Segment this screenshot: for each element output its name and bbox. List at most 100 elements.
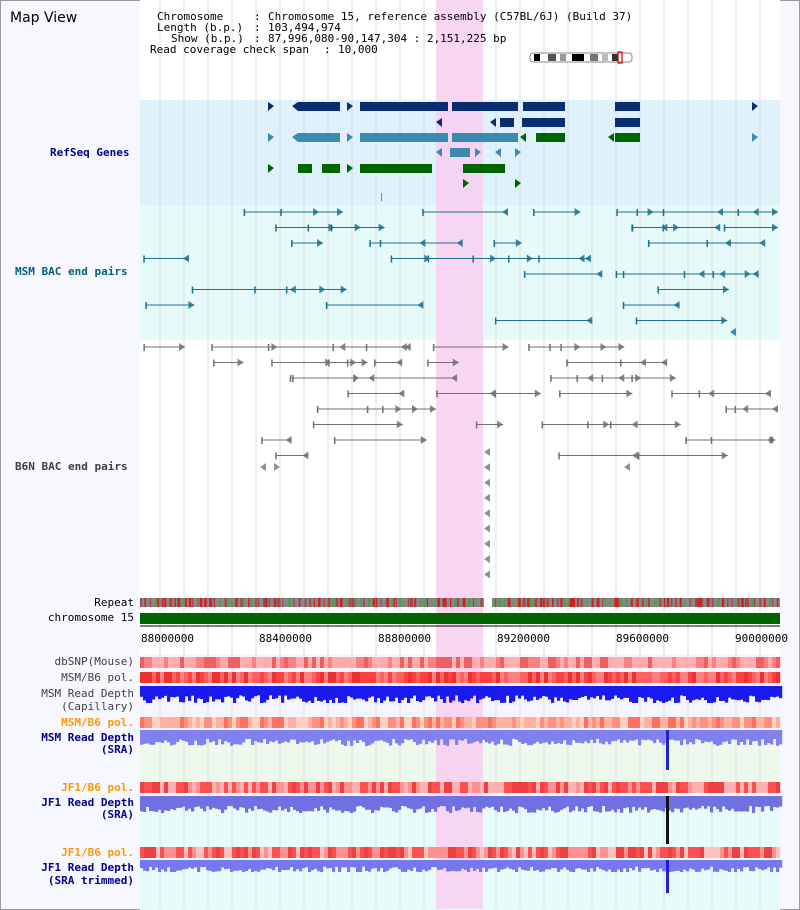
read-depth-tracks[interactable] <box>140 686 783 893</box>
snp-bin <box>148 847 153 858</box>
snp-bin <box>260 782 265 793</box>
depth-bin <box>365 730 369 746</box>
depth-bin <box>737 686 741 701</box>
snp-bin <box>168 782 173 793</box>
bac-end-arrow <box>420 436 427 444</box>
snp-bin <box>584 672 589 683</box>
depth-bin <box>692 796 696 808</box>
repeat-element <box>552 598 554 607</box>
depth-bin <box>194 796 198 808</box>
snp-density-tracks[interactable] <box>140 657 781 858</box>
depth-bin <box>251 686 255 699</box>
snp-bin <box>692 717 697 728</box>
snp-bin <box>724 657 729 668</box>
snp-bin <box>416 657 421 668</box>
bac-end-arrow <box>419 239 426 247</box>
depth-bin <box>341 686 345 703</box>
snp-bin <box>620 672 625 683</box>
label-msm-bac[interactable]: MSM BAC end pairs <box>15 265 128 278</box>
depth-bin <box>563 860 567 868</box>
depth-bin <box>302 730 306 743</box>
snp-bin <box>720 657 725 668</box>
bac-end <box>550 375 552 382</box>
snp-bin <box>724 782 729 793</box>
depth-bin <box>623 796 627 809</box>
depth-bin <box>149 860 153 867</box>
snp-bin <box>612 847 617 858</box>
repeat-element <box>367 598 371 607</box>
depth-bin <box>746 730 750 740</box>
gene-strand-arrow <box>490 118 496 127</box>
depth-bin <box>356 860 360 872</box>
depth-bin <box>620 796 624 813</box>
repeat-element <box>399 598 402 607</box>
depth-bin <box>521 730 525 744</box>
snp-bin <box>680 782 685 793</box>
depth-bin <box>464 686 468 701</box>
repeat-element <box>542 598 545 607</box>
snp-bin <box>348 717 353 728</box>
label-refseq-genes[interactable]: RefSeq Genes <box>50 146 129 159</box>
depth-bin <box>770 796 774 811</box>
snp-bin <box>604 672 609 683</box>
depth-bin <box>674 796 678 809</box>
depth-bin <box>626 686 630 698</box>
bac-end <box>213 359 215 367</box>
depth-bin <box>161 686 165 698</box>
snp-bin <box>296 847 301 858</box>
snp-bin <box>408 847 413 858</box>
snp-bin <box>156 847 161 858</box>
snp-bin <box>760 782 765 793</box>
depth-bin <box>668 860 672 872</box>
snp-bin <box>276 717 281 728</box>
snp-bin <box>140 657 145 668</box>
repeat-track[interactable] <box>140 598 780 607</box>
depth-bin <box>182 860 186 870</box>
snp-bin <box>140 782 145 793</box>
chromosome-ideogram[interactable] <box>529 51 633 64</box>
label-b6n-bac[interactable]: B6N BAC end pairs <box>15 460 128 473</box>
bac-end <box>647 240 650 247</box>
bac-end-arrow <box>674 420 681 429</box>
depth-bin <box>383 796 387 808</box>
depth-bin <box>284 860 288 870</box>
depth-bin <box>686 796 690 808</box>
repeat-element <box>188 598 192 607</box>
depth-bin <box>608 730 612 745</box>
snp-bin <box>720 717 725 728</box>
snp-bin <box>300 657 305 668</box>
snp-bin <box>440 672 445 683</box>
gene-strand-arrow <box>463 179 469 188</box>
gene-feature <box>298 102 340 111</box>
depth-bin <box>539 686 543 699</box>
snp-bin <box>372 657 377 668</box>
snp-bin <box>704 717 709 728</box>
snp-bin <box>728 782 733 793</box>
chromosome-bar[interactable] <box>140 613 780 624</box>
msm-bac-track[interactable] <box>143 208 778 336</box>
snp-bin <box>716 717 721 728</box>
depth-bin <box>386 796 390 808</box>
depth-bin <box>368 796 372 810</box>
snp-bin <box>468 717 473 728</box>
depth-bin <box>218 796 222 810</box>
depth-bin <box>146 860 150 872</box>
depth-bin <box>308 796 312 812</box>
depth-bin <box>272 730 276 743</box>
snp-bin <box>220 847 225 858</box>
depth-bin <box>779 796 783 807</box>
repeat-element <box>697 598 700 607</box>
snp-bin <box>232 657 237 668</box>
snp-bin <box>216 782 221 793</box>
b6n-bac-track[interactable] <box>143 343 778 579</box>
depth-bin <box>506 860 510 868</box>
snp-bin <box>448 782 453 793</box>
snp-bin <box>536 717 541 728</box>
repeat-element <box>750 598 754 607</box>
snp-bin <box>508 847 513 858</box>
refseq-gene-track[interactable] <box>268 102 758 201</box>
snp-bin <box>552 782 557 793</box>
depth-bin <box>731 730 735 740</box>
depth-bin <box>716 796 720 810</box>
